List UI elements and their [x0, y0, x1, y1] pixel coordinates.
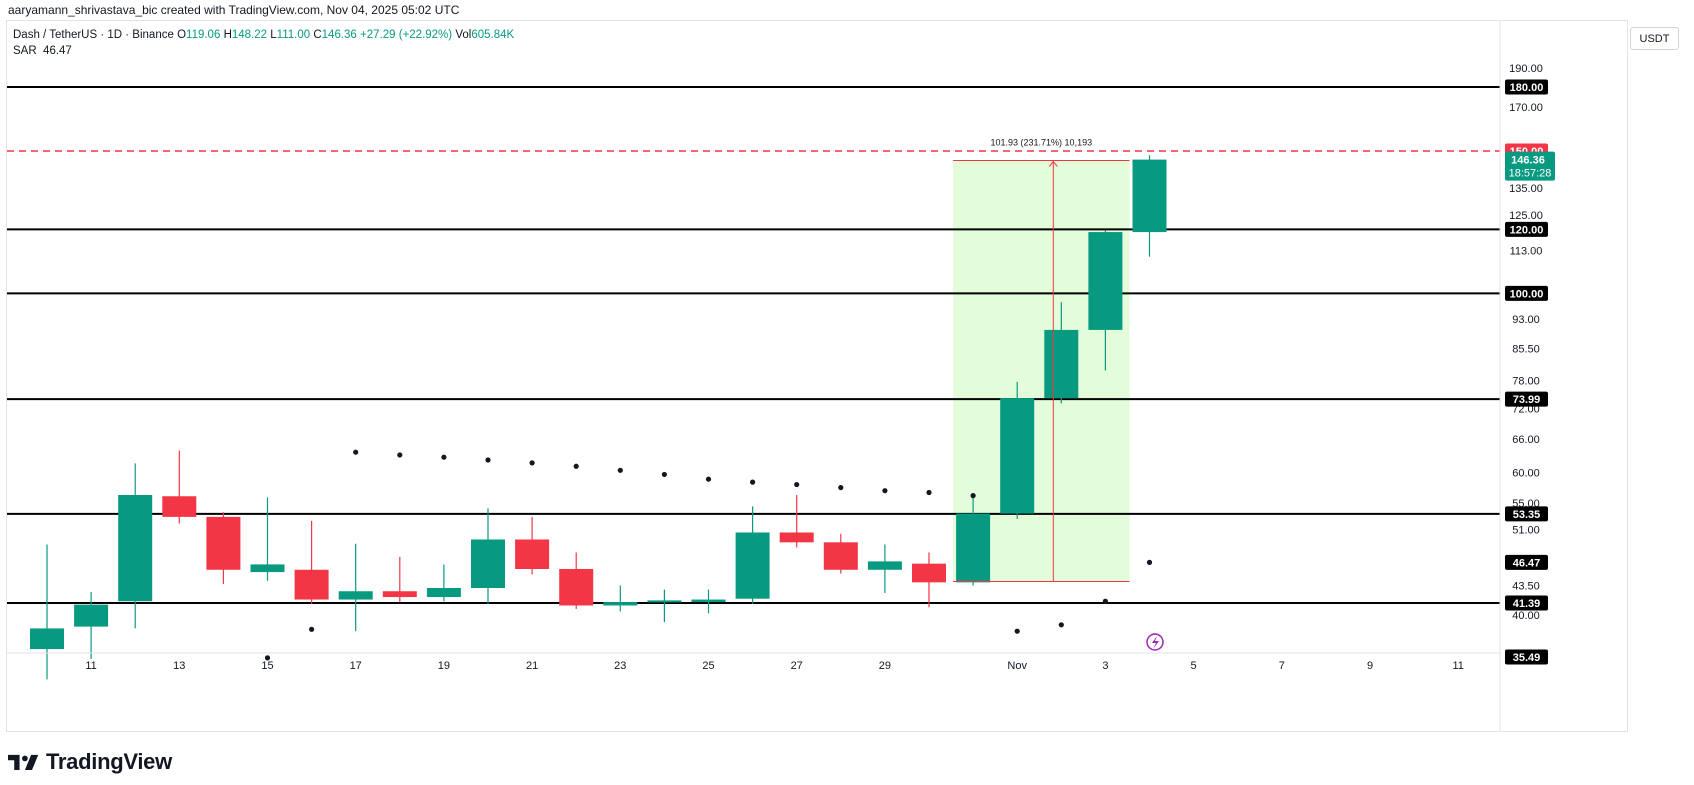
sar-legend[interactable]: SAR 46.47 [13, 45, 72, 57]
symbol-legend[interactable]: Dash / TetherUS · 1D · Binance O119.06 H… [13, 29, 514, 41]
ohlc-low: L111.00 [270, 29, 311, 41]
ohlc-high: H148.22 [223, 29, 268, 41]
created-by-caption: aaryamann_shrivastava_bic created with T… [8, 3, 460, 17]
tradingview-logo[interactable]: TradingView [8, 749, 172, 775]
tradingview-logo-icon [8, 754, 39, 770]
sar-value: 46.47 [43, 45, 72, 57]
sar-name: SAR [13, 45, 37, 57]
currency-button[interactable]: USDT [1630, 27, 1679, 50]
brand-name: TradingView [46, 749, 172, 774]
ohlc-close: C146.36 [313, 29, 357, 41]
chart-frame [6, 20, 1628, 732]
volume: Vol605.84K [455, 29, 515, 41]
ohlc-open: O119.06 [177, 29, 221, 41]
ohlc-change: +27.29 (+22.92%) [360, 29, 453, 41]
symbol-name: Dash / TetherUS · 1D · Binance [13, 29, 174, 41]
